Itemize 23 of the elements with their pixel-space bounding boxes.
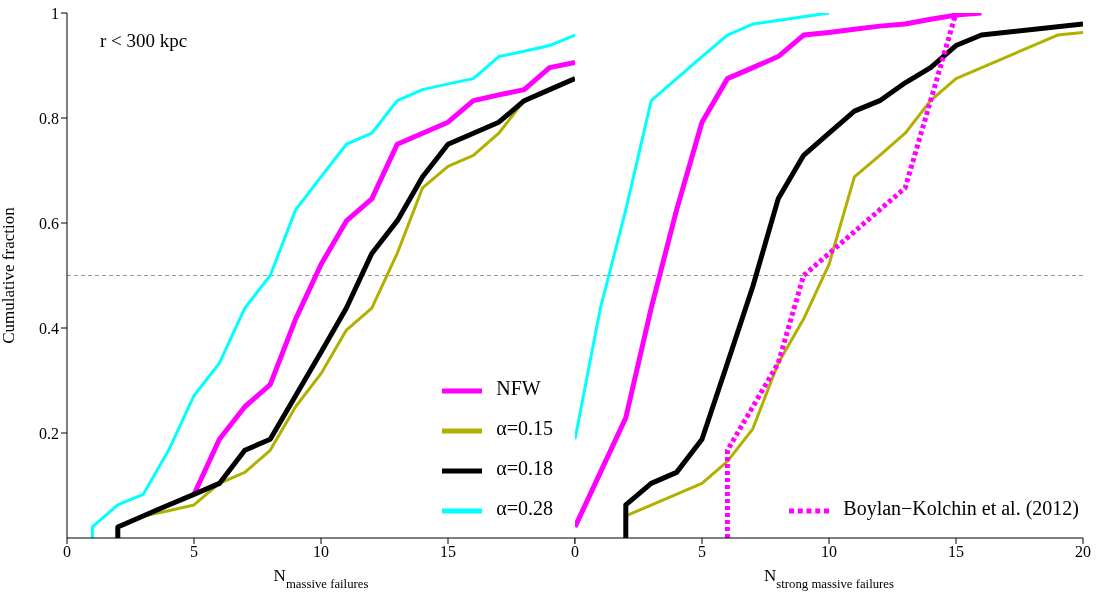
x-tick-label: 5 bbox=[698, 543, 706, 561]
x-tick-label: 15 bbox=[440, 543, 456, 561]
x-tick-label: 10 bbox=[313, 543, 329, 561]
y-tick-label: 0.8 bbox=[39, 109, 59, 127]
x-tick-label: 15 bbox=[948, 543, 964, 561]
x-tick-label: 20 bbox=[1075, 543, 1091, 561]
y-tick-label: 0.2 bbox=[39, 424, 59, 442]
x-tick-label: 0 bbox=[63, 543, 71, 561]
legend-label: Boylan−Kolchin et al. (2012) bbox=[843, 496, 1079, 519]
annotation: r < 300 kpc bbox=[100, 30, 188, 52]
legend-label: α=0.18 bbox=[496, 456, 553, 479]
y-tick-label: 0.6 bbox=[39, 214, 59, 232]
y-tick-label: 0.4 bbox=[39, 319, 59, 337]
x-axis-title: N$_{strong massive failures}$ bbox=[764, 566, 894, 591]
x-tick-label: 0 bbox=[571, 543, 579, 561]
y-tick-label: 1 bbox=[51, 4, 59, 22]
legend-label: α=0.28 bbox=[496, 496, 553, 519]
x-axis-title: N$_{massive failures}$ bbox=[273, 566, 369, 591]
x-tick-label: 5 bbox=[190, 543, 198, 561]
legend-label: α=0.15 bbox=[496, 416, 553, 439]
x-tick-label: 10 bbox=[821, 543, 837, 561]
legend-label: NFW bbox=[496, 376, 541, 399]
y-axis-title: Cumulative fraction bbox=[0, 206, 19, 344]
